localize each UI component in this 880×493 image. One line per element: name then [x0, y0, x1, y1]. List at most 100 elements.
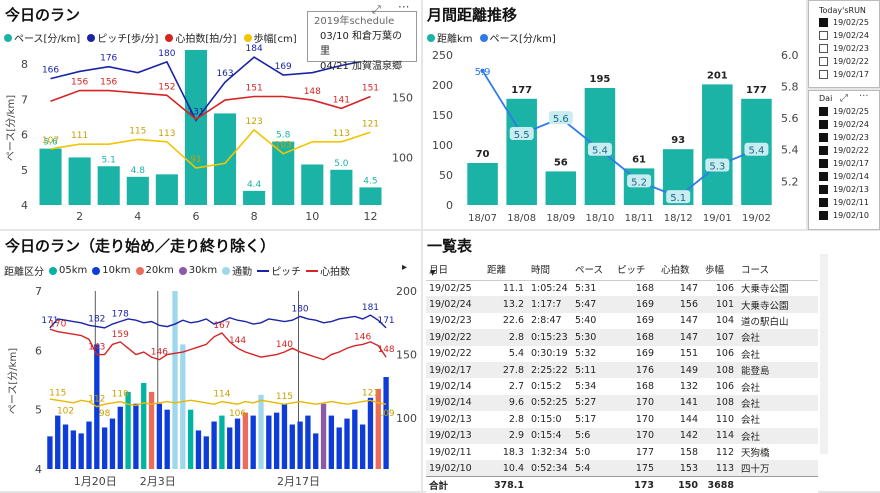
data-label: 146	[354, 332, 371, 342]
data-label: 182	[88, 315, 105, 325]
table-row[interactable]: 19/02/24 13.2 1:17:7 5:47 169 156 101 大乗寺公園	[426, 296, 818, 313]
legend-more-arrow[interactable]: ▸	[402, 262, 408, 273]
table-cell: 5.4	[508, 348, 524, 360]
table-cell: 151	[679, 348, 698, 360]
legend-item[interactable]: 10km	[92, 265, 131, 276]
data-label: 178	[112, 310, 129, 320]
expand-icon[interactable]: ⤢	[840, 93, 848, 104]
legend-item[interactable]: ピッチ	[257, 263, 301, 278]
legend-item[interactable]: ピッチ[歩/分]	[87, 30, 158, 45]
table-cell: 106	[715, 282, 734, 294]
pace-bar-label: 5.8	[276, 131, 291, 141]
table-row[interactable]: 19/02/22 2.8 0:15:23 5:30 168 147 107 会社	[426, 329, 818, 346]
column-header[interactable]: 距離	[484, 256, 528, 281]
checkbox[interactable]	[819, 146, 828, 155]
slicer-item[interactable]: 19/02/11	[819, 196, 869, 209]
table-row[interactable]: 19/02/25 11.1 1:05:24 5:31 168 147 106 大乗寺公園	[426, 280, 818, 296]
legend-item[interactable]: 心拍数	[306, 263, 350, 278]
legend-label: 30km	[188, 265, 218, 276]
checkbox[interactable]	[819, 44, 828, 53]
distance-category-bar	[242, 412, 249, 469]
table-cell: 19/02/25	[429, 282, 472, 294]
checkbox[interactable]	[819, 211, 828, 220]
slicer-item-label: 19/02/14	[833, 172, 869, 181]
checkbox[interactable]	[819, 31, 828, 40]
legend-item[interactable]: 05km	[49, 265, 87, 276]
slicer-item[interactable]: 19/02/17	[819, 68, 869, 81]
table-row[interactable]: 19/02/14 9.6 0:52:25 5:27 170 141 108 会社	[426, 394, 818, 412]
table-total-row: 合計 378.1 173 150 3688	[426, 476, 818, 493]
checkbox[interactable]	[819, 18, 828, 27]
table-row[interactable]: 19/02/13 2.8 0:15:0 5:17 170 144 110 会社	[426, 411, 818, 427]
slicer-item[interactable]: 19/02/25	[819, 105, 869, 118]
y-tick-label: 8	[21, 58, 28, 71]
sort-arrow-icon[interactable]: ▼	[430, 269, 436, 277]
slicer-item[interactable]: 19/02/17	[819, 157, 869, 170]
expand-icon[interactable]: ⤢	[372, 3, 381, 16]
slicer-item[interactable]: 19/02/13	[819, 183, 869, 196]
more-options-icon[interactable]: ···	[859, 91, 869, 102]
checkbox[interactable]	[819, 198, 828, 207]
legend-item[interactable]: 歩幅[cm]	[243, 30, 297, 45]
slicer-item-label: 19/02/24	[833, 120, 869, 129]
y-tick-label: 50	[439, 169, 453, 182]
column-header[interactable]: 時間	[528, 256, 572, 281]
slicer-item[interactable]: 19/02/10	[819, 209, 869, 222]
checkbox[interactable]	[819, 172, 828, 181]
legend-marker	[257, 269, 270, 272]
legend-item[interactable]: 30km	[178, 265, 218, 276]
column-header[interactable]: ペース	[572, 256, 614, 281]
column-header[interactable]: コース	[738, 256, 818, 281]
slicer-item[interactable]: 19/02/24	[819, 29, 869, 42]
series-line-heart	[49, 328, 387, 361]
table-row[interactable]: 19/02/13 2.9 0:15:4 5:6 170 142 114 会社	[426, 427, 818, 444]
slicer-item[interactable]: 19/02/23	[819, 42, 869, 55]
pace-bar	[272, 141, 295, 205]
pace-point	[480, 68, 485, 73]
total-cell	[738, 476, 818, 493]
table-row[interactable]: 19/02/17 27.8 2:25:22 5:11 176 149 108 能登島	[426, 361, 818, 379]
legend-item[interactable]: ペース[分/km]	[479, 30, 556, 45]
legend-item[interactable]: 距離km	[427, 30, 473, 45]
column-header[interactable]: ピッチ	[614, 256, 658, 281]
table-cell: 0:15:2	[531, 381, 562, 393]
pace-bar-label: 4.8	[131, 166, 146, 176]
legend-item[interactable]: 通勤	[222, 263, 252, 278]
table-row[interactable]: 19/02/10 10.4 0:52:34 5:4 175 153 113 四十万	[426, 460, 818, 477]
distance-category-bar	[383, 377, 389, 469]
column-header[interactable]: 月日	[426, 256, 484, 281]
table-row[interactable]: 19/02/11 18.3 1:32:34 5:0 177 158 112 天狗橋	[426, 444, 818, 460]
checkbox[interactable]	[819, 133, 828, 142]
y-tick-label: 6	[21, 129, 28, 142]
distance-category-bar	[86, 421, 92, 469]
legend-item[interactable]: ペース[分/km]	[4, 30, 80, 45]
checkbox[interactable]	[819, 185, 828, 194]
table-scrollbar[interactable]	[820, 254, 828, 454]
column-header[interactable]: 心拍数	[658, 256, 702, 281]
table-row[interactable]: 19/02/22 5.4 0:30:19 5:32 169 151 106 会社	[426, 346, 818, 362]
checkbox[interactable]	[819, 107, 828, 116]
pace-bar	[330, 169, 353, 205]
table-cell: 5:40	[575, 315, 597, 327]
slicer-item[interactable]: 19/02/22	[819, 55, 869, 68]
slicer-item[interactable]: 19/02/24	[819, 118, 869, 131]
checkbox[interactable]	[819, 57, 828, 66]
more-options-icon[interactable]: ···	[398, 0, 410, 14]
table-header-row: 月日 距離 時間 ペース ピッチ 心拍数 歩幅 コース	[426, 256, 818, 281]
distance-category-bar	[359, 424, 366, 469]
slicer-item[interactable]: 19/02/23	[819, 131, 869, 144]
checkbox[interactable]	[819, 159, 828, 168]
legend-item[interactable]: 心拍数[拍/分]	[165, 30, 237, 45]
slicer-item[interactable]: 19/02/25	[819, 16, 869, 29]
table-row[interactable]: 19/02/14 2.7 0:15:2 5:34 168 132 106 会社	[426, 378, 818, 394]
data-label: 180	[158, 49, 175, 59]
legend-item[interactable]: 20km	[135, 265, 174, 276]
total-cell: 378.1	[484, 476, 528, 493]
column-header[interactable]: 歩幅	[702, 256, 738, 281]
table-cell: 19/02/17	[426, 361, 484, 379]
checkbox[interactable]	[819, 70, 828, 79]
table-row[interactable]: 19/02/23 22.6 2:8:47 5:40 169 147 104 道の駅白山	[426, 313, 818, 329]
slicer-item[interactable]: 19/02/22	[819, 144, 869, 157]
slicer-item[interactable]: 19/02/14	[819, 170, 869, 183]
checkbox[interactable]	[819, 120, 828, 129]
